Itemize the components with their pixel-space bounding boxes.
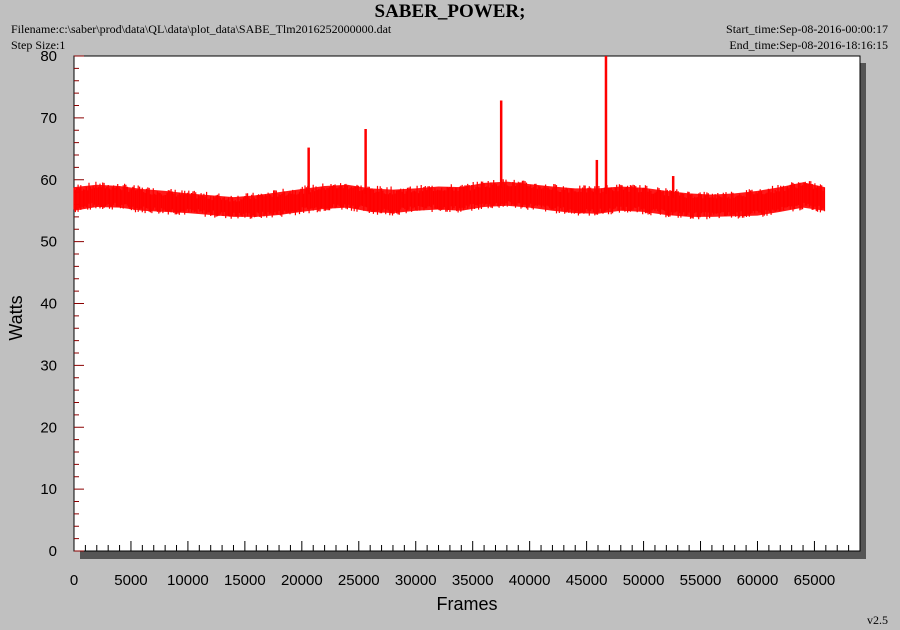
chart-title: SABER_POWER; bbox=[374, 1, 526, 22]
x-tick-label: 60000 bbox=[737, 572, 779, 589]
filename-label: Filename:c:\saber\prod\data\QL\data\plot… bbox=[11, 22, 392, 36]
x-tick-label: 35000 bbox=[452, 572, 494, 589]
x-tick-label: 25000 bbox=[338, 572, 380, 589]
x-tick-label: 65000 bbox=[794, 572, 836, 589]
x-tick-label: 45000 bbox=[566, 572, 608, 589]
y-axis-label: Watts bbox=[6, 295, 26, 340]
y-tick-label: 0 bbox=[49, 543, 57, 560]
x-tick-label: 50000 bbox=[623, 572, 665, 589]
y-tick-label: 60 bbox=[40, 172, 57, 189]
x-axis-ticks: 0 5000 10000 15000 20000 25000 30000 35000 40000… bbox=[70, 541, 861, 589]
start-time-label: Start_time:Sep-08-2016-00:00:17 bbox=[726, 22, 888, 36]
y-tick-label: 40 bbox=[40, 296, 57, 313]
series-layer bbox=[73, 56, 826, 220]
x-tick-label: 40000 bbox=[509, 572, 551, 589]
x-tick-label: 30000 bbox=[395, 572, 437, 589]
x-tick-label: 5000 bbox=[114, 572, 147, 589]
step-size-label: Step Size:1 bbox=[11, 38, 66, 52]
y-tick-label: 50 bbox=[40, 234, 57, 251]
x-axis-label: Frames bbox=[436, 594, 497, 614]
y-axis-ticks: 0 10 20 30 40 50 60 70 80 bbox=[40, 48, 84, 560]
y-tick-label: 30 bbox=[40, 357, 57, 374]
y-tick-label: 80 bbox=[40, 48, 57, 65]
x-tick-label: 15000 bbox=[224, 572, 266, 589]
x-tick-label: 55000 bbox=[680, 572, 722, 589]
y-tick-label: 70 bbox=[40, 110, 57, 127]
x-tick-label: 0 bbox=[70, 572, 78, 589]
x-tick-label: 20000 bbox=[281, 572, 323, 589]
end-time-label: End_time:Sep-08-2016-18:16:15 bbox=[729, 38, 888, 52]
series-noise bbox=[73, 179, 826, 220]
version-label: v2.5 bbox=[867, 613, 888, 627]
x-tick-label: 10000 bbox=[167, 572, 209, 589]
plot-area bbox=[73, 55, 861, 552]
y-tick-label: 20 bbox=[40, 419, 57, 436]
y-tick-label: 10 bbox=[40, 481, 57, 498]
